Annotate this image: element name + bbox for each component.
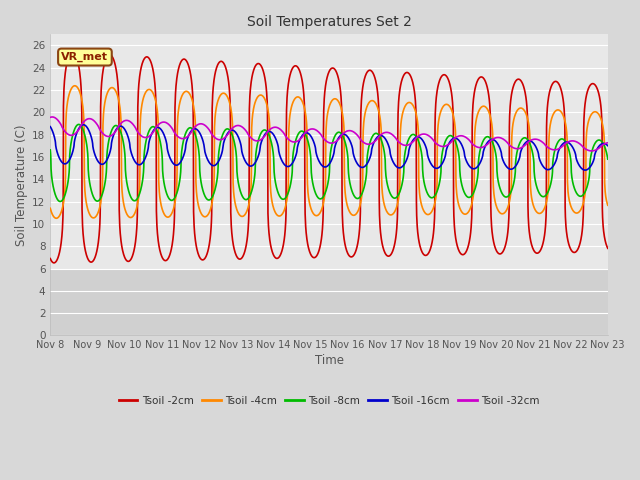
- Tsoil -32cm: [570, 138, 578, 144]
- Bar: [51, 268, 608, 336]
- Tsoil -4cm: [604, 203, 612, 208]
- Tsoil -8cm: [492, 149, 499, 155]
- Tsoil -32cm: [346, 128, 353, 133]
- Tsoil -32cm: [358, 138, 365, 144]
- Tsoil -16cm: [570, 147, 578, 153]
- Tsoil -2cm: [571, 250, 579, 255]
- Tsoil -16cm: [47, 124, 54, 130]
- Tsoil -16cm: [346, 137, 353, 143]
- Line: Tsoil -8cm: Tsoil -8cm: [51, 124, 608, 202]
- Tsoil -32cm: [604, 140, 612, 145]
- Tsoil -16cm: [555, 147, 563, 153]
- Tsoil -8cm: [346, 178, 353, 184]
- Tsoil -2cm: [202, 253, 210, 259]
- Tsoil -32cm: [555, 146, 563, 152]
- Line: Tsoil -32cm: Tsoil -32cm: [51, 117, 608, 151]
- Tsoil -8cm: [358, 192, 365, 197]
- Tsoil -16cm: [582, 167, 589, 173]
- Tsoil -2cm: [346, 253, 353, 259]
- Tsoil -8cm: [202, 195, 210, 201]
- Tsoil -4cm: [52, 216, 60, 221]
- Line: Tsoil -4cm: Tsoil -4cm: [51, 86, 608, 218]
- Tsoil -8cm: [56, 199, 64, 204]
- Tsoil -2cm: [492, 246, 499, 252]
- Legend: Tsoil -2cm, Tsoil -4cm, Tsoil -8cm, Tsoil -16cm, Tsoil -32cm: Tsoil -2cm, Tsoil -4cm, Tsoil -8cm, Tsoi…: [115, 392, 543, 410]
- Line: Tsoil -2cm: Tsoil -2cm: [51, 52, 608, 263]
- Tsoil -2cm: [47, 256, 54, 262]
- Tsoil -16cm: [202, 153, 210, 158]
- Text: VR_met: VR_met: [61, 52, 108, 62]
- Line: Tsoil -16cm: Tsoil -16cm: [51, 125, 608, 170]
- Tsoil -8cm: [75, 121, 83, 127]
- Tsoil -4cm: [346, 209, 353, 215]
- Tsoil -4cm: [358, 194, 365, 200]
- Tsoil -2cm: [604, 245, 612, 251]
- Tsoil -2cm: [555, 81, 563, 87]
- Tsoil -16cm: [604, 143, 612, 149]
- Tsoil -4cm: [47, 205, 54, 211]
- Tsoil -32cm: [588, 148, 595, 154]
- Tsoil -8cm: [604, 156, 612, 162]
- Tsoil -2cm: [50, 260, 58, 266]
- X-axis label: Time: Time: [314, 354, 344, 368]
- Tsoil -16cm: [79, 122, 87, 128]
- Tsoil -8cm: [47, 147, 54, 153]
- Tsoil -4cm: [492, 200, 499, 206]
- Tsoil -8cm: [555, 138, 563, 144]
- Tsoil -32cm: [49, 114, 56, 120]
- Y-axis label: Soil Temperature (C): Soil Temperature (C): [15, 124, 28, 246]
- Tsoil -4cm: [571, 209, 579, 215]
- Tsoil -32cm: [47, 114, 54, 120]
- Tsoil -32cm: [202, 123, 210, 129]
- Tsoil -16cm: [492, 138, 499, 144]
- Tsoil -4cm: [555, 107, 563, 113]
- Tsoil -8cm: [571, 186, 579, 192]
- Tsoil -16cm: [358, 165, 365, 170]
- Title: Soil Temperatures Set 2: Soil Temperatures Set 2: [246, 15, 412, 29]
- Tsoil -4cm: [71, 83, 79, 89]
- Tsoil -32cm: [492, 135, 499, 141]
- Tsoil -2cm: [358, 94, 365, 100]
- Tsoil -4cm: [202, 214, 210, 219]
- Tsoil -2cm: [68, 49, 76, 55]
